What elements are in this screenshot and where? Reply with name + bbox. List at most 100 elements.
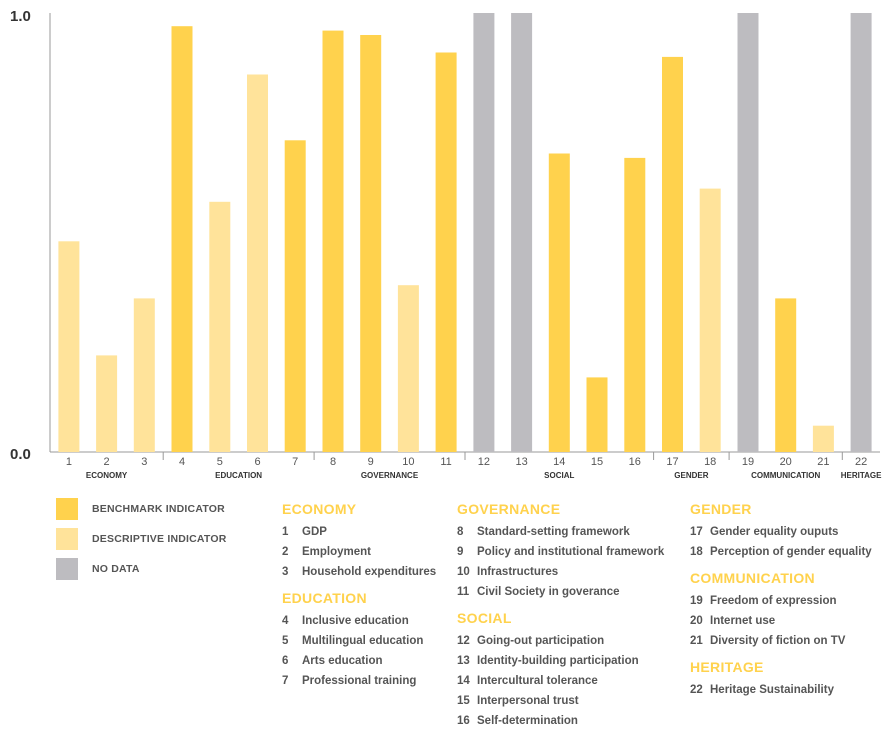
category-item: 16 Self-determination [457, 711, 664, 731]
category-column-2: GOVERNANCE 8 Standard-setting framework 9… [457, 501, 664, 739]
item-label: Infrastructures [477, 566, 559, 578]
item-number: 2 [282, 546, 289, 558]
x-tick-label: 11 [440, 456, 451, 468]
bar-22 [850, 13, 872, 452]
category-social: SOCIAL 12 Going-out participation 13 Ident… [457, 610, 664, 731]
item-label: Civil Society in goverance [477, 586, 620, 598]
group-label-social: SOCIAL [544, 471, 574, 480]
category-item: 20 Internet use [690, 611, 872, 631]
category-title: GOVERNANCE [457, 501, 561, 517]
item-number: 15 [457, 695, 470, 707]
item-number: 19 [690, 595, 703, 607]
category-column-1: ECONOMY 1 GDP 2 Employment 3 Household expe… [282, 501, 436, 699]
x-tick-label: 3 [141, 456, 147, 468]
item-label: Multilingual education [302, 635, 424, 647]
category-title: COMMUNICATION [690, 570, 815, 586]
x-tick-label: 19 [742, 456, 754, 468]
item-label: Arts education [302, 655, 383, 667]
item-label: Identity-building participation [477, 655, 639, 667]
category-item: 18 Perception of gender equality [690, 542, 872, 562]
category-item: 6 Arts education [282, 651, 436, 671]
item-label: Intercultural tolerance [477, 675, 598, 687]
legend-label: DESCRIPTIVE INDICATOR [92, 533, 227, 545]
item-label: Employment [302, 546, 372, 558]
bar-15 [586, 377, 608, 452]
x-tick-label: 17 [666, 456, 678, 468]
x-tick-label: 20 [780, 456, 792, 468]
category-education: EDUCATION 4 Inclusive education 5 Multilin… [282, 590, 436, 691]
bar-6 [247, 74, 268, 452]
category-item: 1 GDP [282, 522, 436, 542]
bar-19 [737, 13, 759, 452]
x-tick-label: 6 [254, 456, 260, 468]
category-communication: COMMUNICATION 19 Freedom of expression 20… [690, 570, 872, 651]
bar-21 [812, 425, 834, 452]
category-item: 19 Freedom of expression [690, 591, 872, 611]
category-item: 5 Multilingual education [282, 631, 436, 651]
item-number: 11 [457, 586, 470, 598]
x-tick-label: 22 [855, 456, 867, 468]
item-label: Going-out participation [477, 635, 605, 647]
item-number: 3 [282, 566, 289, 578]
category-governance: GOVERNANCE 8 Standard-setting framework 9… [457, 501, 664, 602]
group-label-economy: ECONOMY [86, 471, 128, 480]
item-label: Standard-setting framework [477, 526, 630, 538]
y-tick-label-min: 0.0 [10, 446, 31, 463]
category-item: 15 Interpersonal trust [457, 691, 664, 711]
item-label: Diversity of fiction on TV [710, 635, 846, 647]
category-item: 12 Going-out participation [457, 631, 664, 651]
bar-2 [96, 355, 118, 452]
bar-16 [624, 157, 646, 452]
category-title: GENDER [690, 501, 752, 517]
item-number: 16 [457, 715, 470, 727]
bar-3 [133, 298, 155, 452]
x-tick-label: 14 [553, 456, 565, 468]
legend-item-descriptive: DESCRIPTIVE INDICATOR [56, 528, 227, 550]
x-tick-label: 4 [179, 456, 185, 468]
bar-8 [322, 30, 344, 452]
item-number: 14 [457, 675, 470, 687]
x-tick-label: 21 [817, 456, 829, 468]
item-label: Perception of gender equality [710, 546, 872, 558]
category-item: 14 Intercultural tolerance [457, 671, 664, 691]
item-number: 18 [690, 546, 703, 558]
x-tick-label: 2 [104, 456, 110, 468]
item-number: 7 [282, 675, 289, 687]
item-label: Interpersonal trust [477, 695, 579, 707]
group-label-education: EDUCATION [215, 471, 262, 480]
item-number: 22 [690, 684, 703, 696]
item-label: Self-determination [477, 715, 578, 727]
category-gender: GENDER 17 Gender equality ouputs 18 Percep… [690, 501, 872, 562]
y-tick-label-max: 1.0 [10, 8, 31, 25]
item-label: Policy and institutional framework [477, 546, 665, 558]
item-number: 5 [282, 635, 289, 647]
x-tick-label: 5 [217, 456, 223, 468]
item-label: GDP [302, 526, 327, 538]
item-number: 21 [690, 635, 703, 647]
item-label: Heritage Sustainability [710, 684, 834, 696]
legend-swatch-benchmark [56, 498, 78, 520]
bar-17 [662, 56, 683, 453]
legend-swatch-nodata [56, 558, 78, 580]
item-label: Gender equality ouputs [710, 526, 839, 538]
bar-12 [473, 13, 495, 452]
category-item: 8 Standard-setting framework [457, 522, 664, 542]
x-tick-label: 10 [402, 456, 414, 468]
x-tick-label: 15 [591, 456, 603, 468]
category-title: SOCIAL [457, 610, 512, 626]
category-economy: ECONOMY 1 GDP 2 Employment 3 Household expe… [282, 501, 436, 582]
bar-13 [511, 13, 533, 452]
category-title: ECONOMY [282, 501, 357, 517]
item-number: 1 [282, 526, 289, 538]
item-number: 10 [457, 566, 470, 578]
bar-11 [435, 52, 457, 452]
category-item: 2 Employment [282, 542, 436, 562]
x-tick-label: 12 [478, 456, 490, 468]
category-item: 4 Inclusive education [282, 611, 436, 631]
group-label-communication: COMMUNICATION [751, 471, 820, 480]
bar-9 [360, 35, 382, 452]
category-item: 22 Heritage Sustainability [690, 680, 872, 700]
category-item: 17 Gender equality ouputs [690, 522, 872, 542]
bar-10 [397, 285, 419, 452]
legend-item-benchmark: BENCHMARK INDICATOR [56, 498, 227, 520]
